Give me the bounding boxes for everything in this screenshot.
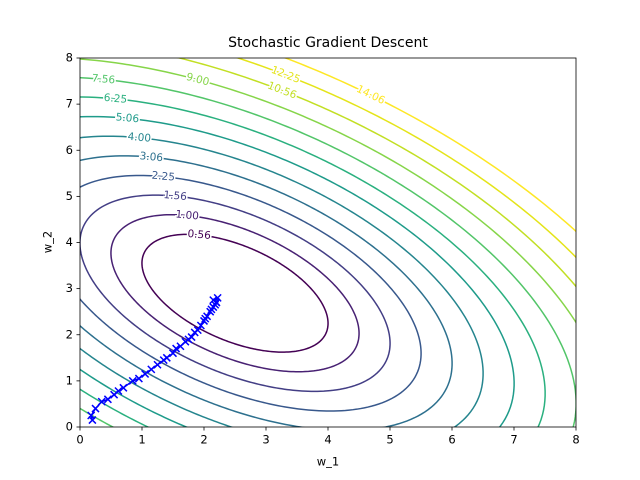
sgd-marker — [147, 365, 156, 374]
contour-line — [80, 155, 453, 427]
sgd-marker — [91, 404, 100, 413]
y-tick-label: 8 — [66, 51, 73, 65]
contour-label: 6.25 — [103, 92, 127, 106]
contour-line — [80, 77, 576, 427]
y-tick-label: 5 — [66, 189, 73, 203]
sgd-marker — [211, 300, 220, 309]
x-tick-label: 5 — [386, 433, 393, 447]
sgd-marker — [213, 293, 222, 302]
sgd-marker — [162, 353, 171, 362]
y-tick-label: 4 — [66, 235, 73, 249]
sgd-marker — [203, 312, 212, 321]
contour-line — [80, 58, 576, 427]
y-tick-label: 7 — [66, 97, 73, 111]
contour-label: 1.56 — [163, 189, 188, 203]
x-tick-label: 1 — [138, 433, 145, 447]
sgd-marker — [196, 321, 205, 330]
contour-line — [80, 135, 484, 427]
y-tick-label: 1 — [66, 373, 73, 387]
contour-label: 3.06 — [139, 150, 164, 164]
contour-line — [80, 96, 546, 427]
x-tick-label: 0 — [76, 433, 83, 447]
sgd-marker — [187, 333, 196, 342]
contour-label: 9.00 — [185, 71, 211, 89]
x-axis-label: w_1 — [317, 455, 339, 469]
sgd-marker — [153, 360, 162, 369]
y-axis-label: w_2 — [41, 231, 55, 253]
y-tick-label: 0 — [66, 420, 73, 434]
contour-label: 7.56 — [91, 72, 116, 86]
contour-label: 4.00 — [127, 131, 151, 145]
x-tick-label: 6 — [448, 433, 455, 447]
sgd-marker — [103, 395, 112, 404]
x-tick-label: 3 — [262, 433, 269, 447]
x-tick-label: 8 — [572, 433, 579, 447]
sgd-marker — [88, 416, 97, 425]
sgd-marker — [119, 383, 128, 392]
x-tick-label: 4 — [324, 433, 331, 447]
sgd-marker — [193, 326, 202, 335]
y-tick-label: 2 — [66, 327, 73, 341]
sgd-marker — [128, 376, 137, 385]
contour-line — [110, 213, 360, 373]
sgd-marker — [87, 411, 96, 420]
sgd-marker — [172, 344, 181, 353]
contour-line — [80, 194, 391, 393]
sgd-marker — [206, 307, 215, 316]
sgd-marker — [212, 298, 221, 307]
x-tick-label: 2 — [200, 433, 207, 447]
y-tick-label: 6 — [66, 143, 73, 157]
y-tick-label: 3 — [66, 281, 73, 295]
contour-label: 5.06 — [115, 111, 140, 125]
contour-line — [80, 115, 515, 427]
sgd-marker — [97, 397, 106, 406]
chart-title: Stochastic Gradient Descent — [228, 35, 428, 51]
contour-label: 2.25 — [151, 170, 175, 184]
contour-line — [80, 174, 422, 412]
sgd-marker — [141, 369, 150, 378]
sgd-marker — [114, 386, 123, 396]
contour-label: 0.56 — [187, 228, 212, 242]
sgd-marker — [199, 316, 209, 325]
sgd-marker — [134, 374, 143, 383]
contour-line — [141, 233, 329, 353]
sgd-marker — [168, 349, 178, 358]
contour-line — [176, 58, 576, 288]
contour-label: 1.00 — [175, 208, 199, 222]
contour-line — [235, 58, 576, 259]
x-tick-label: 7 — [510, 433, 517, 447]
